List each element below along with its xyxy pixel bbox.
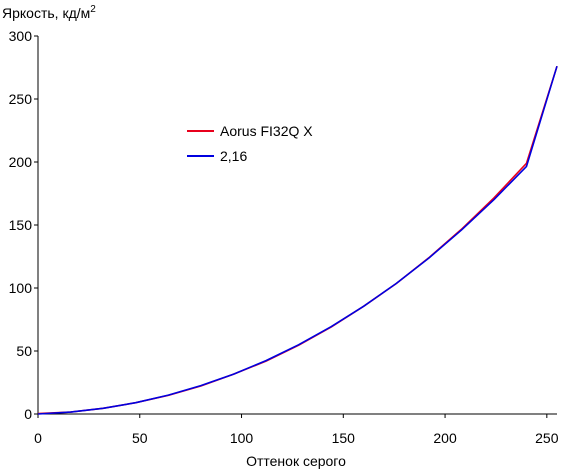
- legend-label-2: 2,16: [220, 148, 247, 164]
- legend-label-1: Aorus FI32Q X: [220, 123, 313, 139]
- x-tick-label: 150: [332, 430, 356, 446]
- y-tick-label: 300: [9, 28, 33, 44]
- y-axis-title-text: Яркость, кд/м: [2, 5, 90, 21]
- series-line-2: [37, 65, 558, 415]
- x-axis-ticks: 0 50 100 150 200 250: [34, 414, 559, 446]
- x-tick-label: 0: [34, 430, 42, 446]
- y-tick-label: 0: [24, 406, 32, 422]
- y-tick-label: 100: [9, 280, 33, 296]
- y-tick-label: 150: [9, 217, 33, 233]
- axes: [37, 36, 557, 415]
- series-line-1: [37, 65, 558, 415]
- y-axis-title: Яркость, кд/м2: [2, 4, 96, 21]
- x-tick-label: 50: [132, 430, 148, 446]
- y-axis-ticks: 0 50 100 150 200 250 300: [9, 28, 38, 422]
- x-tick-label: 200: [433, 430, 457, 446]
- legend: Aorus FI32Q X 2,16: [187, 123, 313, 164]
- y-tick-label: 200: [9, 154, 33, 170]
- x-tick-label: 250: [535, 430, 559, 446]
- x-axis-title: Оттенок серого: [246, 453, 346, 469]
- y-axis-title-superscript: 2: [90, 4, 96, 15]
- series-lines: [37, 65, 558, 415]
- y-tick-label: 50: [16, 343, 32, 359]
- y-tick-label: 250: [9, 91, 33, 107]
- x-tick-label: 100: [230, 430, 254, 446]
